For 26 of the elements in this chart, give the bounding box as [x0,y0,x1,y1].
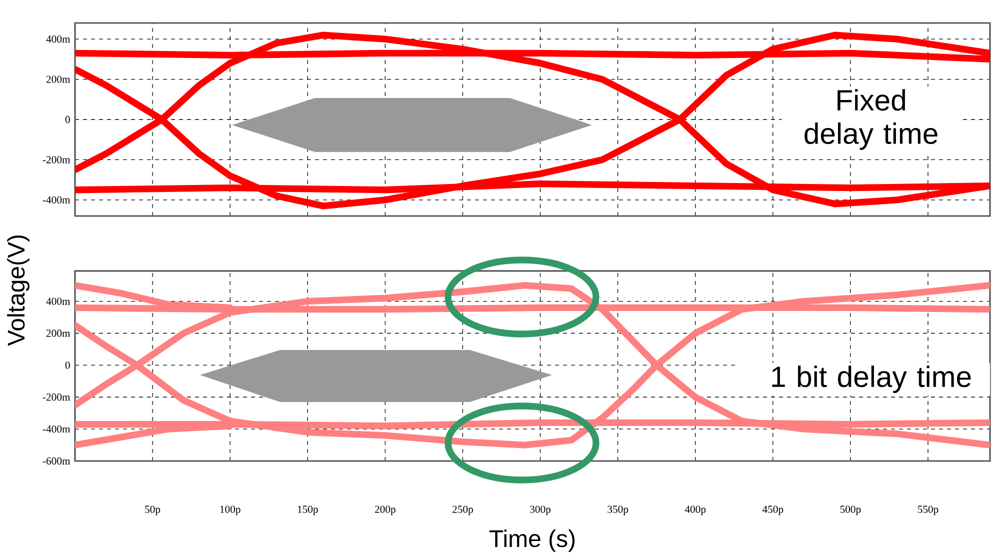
x-axis-title: Time (s) [490,530,575,552]
annotation: 1 bit delay time [772,366,971,393]
y-tick-label: 400m [46,298,70,305]
x-tick-label: 400p [684,506,706,516]
y-tick-label: -400m [42,425,70,433]
y-tick-label: 0 [65,116,70,124]
y-tick-label: -600m [42,457,70,465]
x-tick-label: 50p [145,506,160,516]
y-tick-label: -200m [42,156,70,164]
x-tick-label: 350p [608,506,628,516]
y-tick-label: 200m [46,76,70,83]
annotation: Fixed delay time [804,89,938,150]
x-tick-label: 500p [840,506,861,516]
x-tick-label: 200p [374,506,396,516]
y-tick-label: -400m [42,196,70,204]
y-tick-label: 400m [46,35,70,43]
y-tick-label: -200m [42,394,70,401]
y-tick-label: 200m [46,330,70,337]
y-axis-title: Voltage(V) [7,235,30,346]
x-tick-label: 250p [452,506,473,516]
x-tick-label: 550p [918,506,938,516]
x-tick-label: 150p [298,506,318,516]
x-tick-label: 300p [530,506,551,516]
x-tick-label: 100p [220,506,240,516]
y-tick-label: 0 [65,362,70,369]
x-tick-label: 450p [762,506,784,516]
